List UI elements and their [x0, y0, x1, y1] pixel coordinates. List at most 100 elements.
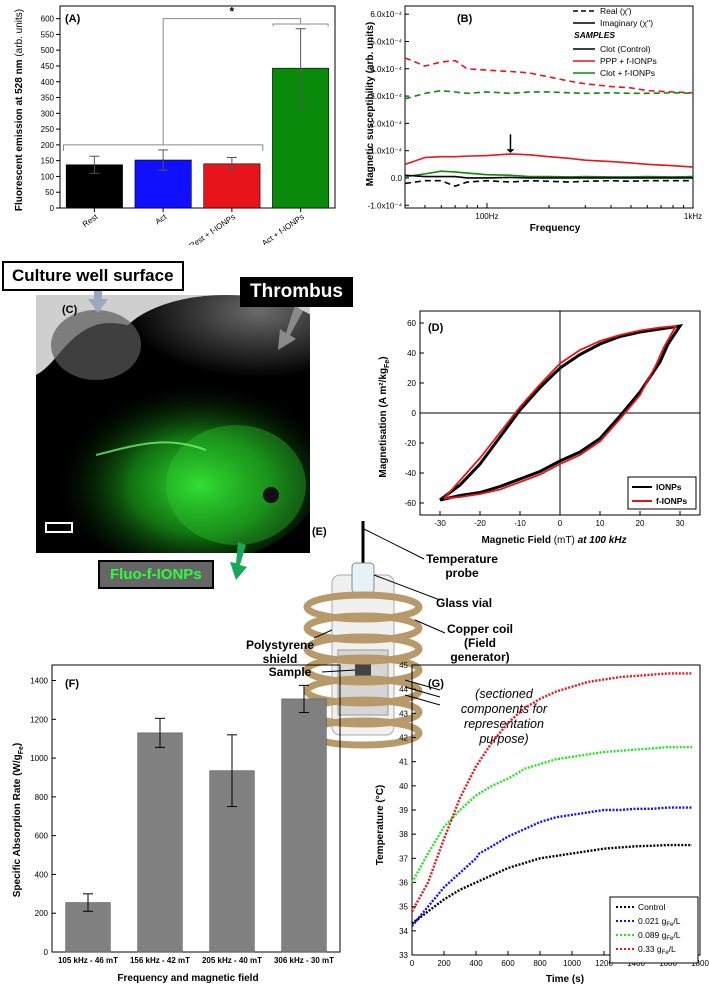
panel-c-label: (C)	[62, 304, 78, 316]
d-legend-label: f-IONPs	[656, 496, 687, 506]
g-xtick-label: 1200	[595, 959, 613, 968]
legend-samples: SAMPLES	[574, 30, 615, 40]
b-annotation-arrowhead	[506, 149, 515, 153]
a-ytick-label: 600	[41, 15, 55, 24]
a-ytick-label: 250	[41, 125, 55, 134]
callout-thrombus: Thrombus	[240, 277, 353, 307]
panel-g-ylabel: Temperature (°C)	[375, 785, 386, 866]
panel-b-ylabel: Magnetic susceptibility (arb. units)	[365, 22, 376, 186]
legend-g-033: 0.33 gFe/L	[638, 944, 676, 956]
g-ytick-label: 39	[399, 806, 408, 815]
arrow-fluo	[230, 542, 247, 580]
panel-d-chart: -30 -20 -10 0 10 20 30 -60 -40 -20 0 20 40 60 IONPs f-I…	[378, 310, 701, 546]
panel-e-label: (E)	[312, 526, 327, 538]
a-ytick-label: 500	[41, 46, 55, 55]
d-xtick-label: 30	[676, 519, 685, 528]
a-ytick-label: 300	[41, 109, 55, 118]
panel-b-legend: Real (χ') Imaginary (χ'') SAMPLES Clot (…	[573, 6, 657, 78]
f-ytick-label: 200	[35, 909, 49, 918]
d-ytick-label: 20	[407, 379, 416, 388]
legend-clot: Clot (Control)	[600, 44, 651, 54]
b-series-line	[404, 179, 693, 188]
panel-b-chart: -1.0x10⁻⁴ 0.0 1.0x10⁻⁴ 2.0x10⁻⁴ 3.0x10⁻⁴ 4.0x…	[365, 5, 702, 234]
a-ytick-label: 450	[41, 62, 55, 71]
a-ytick-label: 350	[41, 94, 55, 103]
d-xtick-label: 0	[558, 519, 563, 528]
f-ytick-label: 800	[35, 793, 49, 802]
g-ytick-label: 44	[399, 685, 408, 694]
f-ytick-label: 1000	[30, 754, 48, 763]
d-ytick-label: 60	[407, 319, 416, 328]
a-ytick-label: 400	[41, 78, 55, 87]
a-bracket-group	[272, 23, 329, 27]
panel-f-label: (F)	[65, 678, 79, 690]
g-ytick-label: 33	[399, 951, 408, 960]
d-xtick-label: 20	[636, 519, 645, 528]
b-ytick-label: 1.0x10⁻⁴	[370, 147, 402, 156]
f-ytick-label: 600	[35, 832, 49, 841]
label-sample: Sample	[268, 665, 312, 679]
b-series-line	[404, 170, 694, 178]
g-series-line	[410, 745, 692, 884]
b-series-line	[404, 57, 694, 94]
f-ytick-label: 0	[44, 948, 49, 957]
panel-b-label: (B)	[457, 13, 473, 25]
f-ytick-label: 1400	[30, 677, 48, 686]
b-ytick-label: 6.0x10⁻⁴	[370, 10, 402, 19]
a-bracket-sig	[162, 18, 302, 145]
g-ytick-label: 36	[399, 879, 408, 888]
legend-g-0089: 0.089 gFe/L	[638, 930, 681, 942]
a-ytick-label: 50	[45, 188, 54, 197]
label-temperature-probe: Temperature probe	[426, 552, 498, 580]
panel-g-label: (G)	[428, 678, 444, 690]
glass-vial	[351, 562, 375, 594]
a-ytick-label: 0	[50, 204, 55, 213]
a-ytick-label: 550	[41, 30, 55, 39]
panel-a-label: (A)	[65, 13, 81, 25]
label-polystyrene-shield: Polystyrene shield	[245, 638, 315, 666]
a-xtick-label: Rest + f-IONPs	[188, 212, 237, 245]
d-xtick-label: -30	[434, 519, 446, 528]
g-xtick-label: 400	[469, 959, 483, 968]
g-ytick-label: 37	[399, 854, 408, 863]
g-xtick-label: 200	[437, 959, 451, 968]
panel-f-frame	[51, 664, 341, 953]
legend-real: Real (χ')	[600, 6, 632, 16]
b-ytick-label: 4.0x10⁻⁴	[370, 65, 402, 74]
a-ytick-label: 150	[41, 157, 55, 166]
g-series-line	[410, 672, 692, 913]
f-bar	[281, 698, 327, 953]
d-ytick-label: -40	[404, 469, 416, 478]
f-xtick-label: 156 kHz - 42 mT	[130, 956, 190, 965]
f-ytick-label: 400	[35, 870, 49, 879]
b-ytick-label: 5.0x10⁻⁴	[370, 37, 402, 46]
arrow-well	[88, 283, 108, 313]
scale-bar	[45, 522, 73, 533]
d-legend-label: IONPs	[656, 482, 682, 492]
panel-d-ylabel: Magnetisation (A m²/kgFe)	[378, 356, 391, 477]
a-bar	[203, 163, 261, 209]
b-ytick-label: 2.0x10⁻⁴	[370, 119, 402, 128]
b-xtick-label: 100Hz	[475, 212, 498, 221]
b-series-line	[404, 89, 694, 100]
legend-g-0021: 0.021 gFe/L	[638, 916, 681, 928]
b-ytick-label: 0.0	[391, 174, 403, 183]
d-xtick-label: 10	[596, 519, 605, 528]
panel-e: (E) Temperature probe Glass vial Copper …	[240, 515, 600, 765]
g-ytick-label: 45	[399, 661, 408, 670]
panel-d-xlabel: Magnetic Field (mT) at 100 kHz	[481, 535, 626, 546]
f-bar	[137, 732, 183, 953]
panel-g-xlabel: Time (s)	[546, 974, 584, 985]
g-ytick-label: 43	[399, 709, 408, 718]
b-series-line	[404, 174, 693, 179]
a-ytick-label: 200	[41, 141, 55, 150]
g-xtick-label: 800	[533, 959, 547, 968]
b-ytick-label: 3.0x10⁻⁴	[370, 92, 402, 101]
panel-a-chart: (A) 0 50 100 150 200 250 300 350 400 450 500 550 600…	[14, 5, 336, 245]
d-xtick-label: -20	[474, 519, 486, 528]
g-series-line	[411, 806, 692, 927]
label-glass-vial: Glass vial	[436, 596, 493, 610]
d-xtick-label: -10	[514, 519, 526, 528]
a-xtick-label: Act + f-IONPs	[260, 212, 305, 245]
d-ytick-label: -60	[404, 499, 416, 508]
